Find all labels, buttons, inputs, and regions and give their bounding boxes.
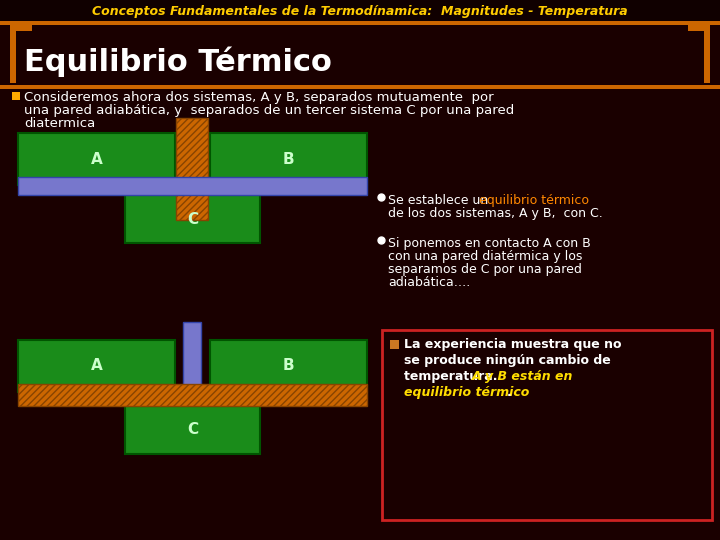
Text: equilibrio térmico: equilibrio térmico — [404, 386, 529, 399]
Text: equilibrio térmico: equilibrio térmico — [479, 194, 589, 207]
Bar — [18, 340, 175, 392]
Text: Equilibrio Térmico: Equilibrio Térmico — [24, 47, 332, 77]
Text: A y B están en: A y B están en — [472, 370, 573, 383]
Text: .: . — [507, 386, 512, 399]
Text: Si ponemos en contacto A con B: Si ponemos en contacto A con B — [388, 237, 590, 250]
Bar — [688, 25, 710, 31]
Bar — [125, 406, 260, 454]
Text: con una pared diatérmica y los: con una pared diatérmica y los — [388, 250, 582, 263]
Bar — [10, 25, 16, 83]
Bar — [704, 25, 710, 83]
Bar — [0, 0, 720, 22]
Bar — [390, 340, 399, 349]
Text: A: A — [91, 359, 102, 374]
Text: A: A — [91, 152, 102, 166]
Bar — [210, 340, 367, 392]
Bar — [18, 133, 175, 185]
Bar — [183, 322, 201, 386]
Text: de los dos sistemas, A y B,  con C.: de los dos sistemas, A y B, con C. — [388, 207, 603, 220]
Bar — [0, 85, 720, 89]
Text: se produce ningún cambio de: se produce ningún cambio de — [404, 354, 611, 367]
Bar — [18, 384, 367, 406]
Text: B: B — [283, 152, 294, 166]
Text: C: C — [187, 422, 198, 437]
Text: B: B — [283, 359, 294, 374]
Text: diatermica: diatermica — [24, 117, 95, 130]
Text: C: C — [187, 212, 198, 226]
Bar — [12, 92, 20, 100]
Bar — [18, 177, 367, 195]
Bar — [382, 330, 712, 520]
Text: separamos de C por una pared: separamos de C por una pared — [388, 263, 582, 276]
Text: temperatura.: temperatura. — [404, 370, 502, 383]
Text: La experiencia muestra que no: La experiencia muestra que no — [404, 338, 621, 351]
Bar — [10, 25, 32, 31]
Bar — [210, 133, 367, 185]
Text: adiabática….: adiabática…. — [388, 276, 470, 289]
Bar — [125, 195, 260, 243]
Bar — [176, 118, 208, 220]
Text: una pared adiabática, y  separados de un tercer sistema C por una pared: una pared adiabática, y separados de un … — [24, 104, 514, 117]
Text: Conceptos Fundamentales de la Termodínamica:  Magnitudes - Temperatura: Conceptos Fundamentales de la Termodínam… — [92, 5, 628, 18]
Text: Consideremos ahora dos sistemas, A y B, separados mutuamente  por: Consideremos ahora dos sistemas, A y B, … — [24, 91, 494, 104]
Text: Se establece un: Se establece un — [388, 194, 492, 207]
Bar — [0, 21, 720, 25]
